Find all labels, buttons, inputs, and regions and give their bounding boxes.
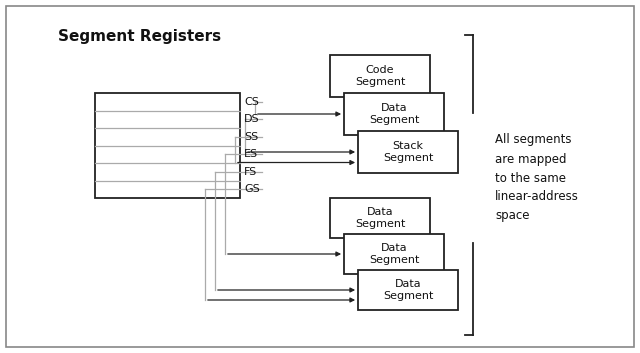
Text: Stack
Segment: Stack Segment [383,141,433,163]
Text: CS: CS [244,97,259,107]
Bar [330,198,430,238]
Bar [344,234,444,274]
Bar [330,55,430,97]
Text: FS: FS [244,167,257,177]
Text: SS: SS [244,132,259,142]
Text: Data
Segment: Data Segment [355,207,405,229]
Bar [95,93,240,198]
Bar [358,131,458,173]
Text: Data
Segment: Data Segment [383,279,433,301]
Text: Segment Registers: Segment Registers [58,30,221,44]
Text: All segments
are mapped
to the same
linear-address
space: All segments are mapped to the same line… [495,133,579,222]
Text: Data
Segment: Data Segment [369,243,419,265]
Text: DS: DS [244,114,260,124]
Text: Code
Segment: Code Segment [355,65,405,87]
Bar [344,93,444,135]
Bar [358,270,458,310]
Text: Data
Segment: Data Segment [369,103,419,125]
Text: ES: ES [244,149,258,159]
Text: GS: GS [244,184,260,194]
